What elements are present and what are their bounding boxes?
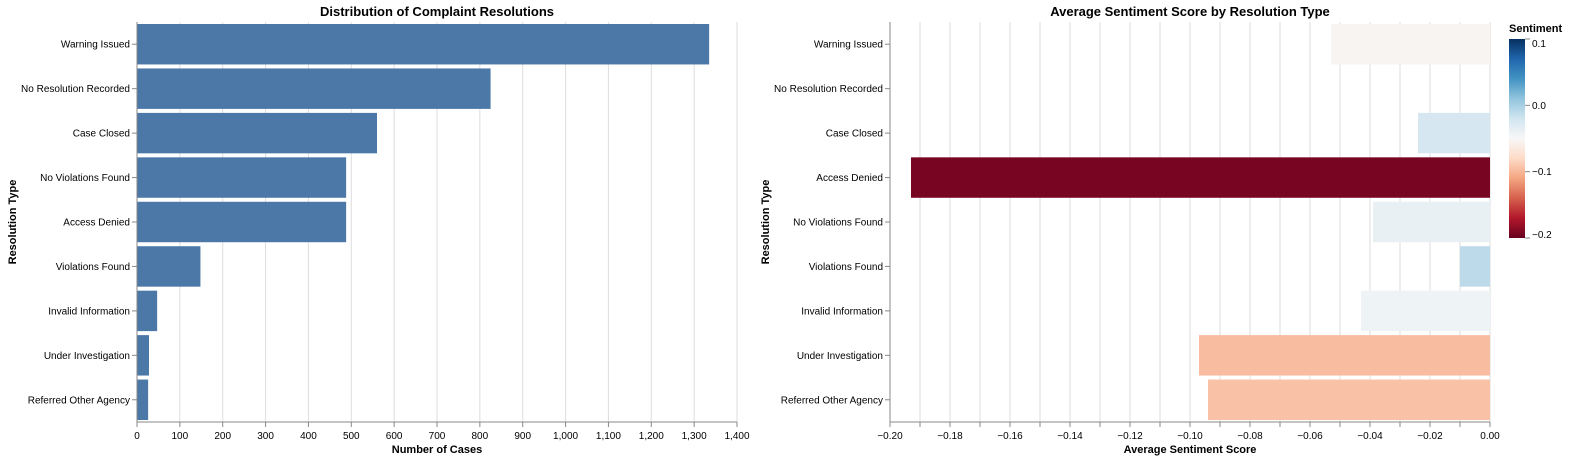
legend-gradient-bar xyxy=(1509,39,1525,238)
legend-tick-label: −0.2 xyxy=(1532,230,1552,241)
right-bar xyxy=(1460,246,1490,287)
right-chart: Average Sentiment Score by Resolution Ty… xyxy=(760,4,1500,456)
left-x-tick-label: 1,200 xyxy=(639,431,664,442)
left-category-label: Invalid Information xyxy=(48,306,130,317)
legend-title: Sentiment xyxy=(1509,23,1563,35)
right-x-tick-label: −0.18 xyxy=(937,431,963,442)
left-x-tick-label: 800 xyxy=(472,431,489,442)
left-x-tick-label: 1,400 xyxy=(724,431,749,442)
legend-ticks: 0.1 0.0 −0.1 −0.2 xyxy=(1525,38,1552,241)
left-bar xyxy=(137,290,158,332)
right-x-axis-title: Average Sentiment Score xyxy=(1124,444,1257,456)
right-x-axis: −0.20 −0.18 −0.16 −0.14 −0.12 −0.10 −0.08 −0.06… xyxy=(877,421,1500,442)
right-bar xyxy=(1208,379,1490,420)
right-y-axis-title: Resolution Type xyxy=(760,180,772,265)
right-category-label: Under Investigation xyxy=(797,351,883,362)
left-x-tick-label: 400 xyxy=(300,431,317,442)
legend-tick-label: 0.1 xyxy=(1532,39,1546,50)
left-y-axis-title: Resolution Type xyxy=(7,180,19,265)
right-y-axis: Warning Issued No Resolution Recorded Case… xyxy=(774,22,891,422)
right-bar xyxy=(1361,290,1490,332)
left-chart-title: Distribution of Complaint Resolutions xyxy=(320,4,554,19)
left-x-tick-label: 0 xyxy=(134,431,140,442)
left-x-tick-label: 600 xyxy=(386,431,403,442)
right-x-tick-label: −0.02 xyxy=(1417,431,1443,442)
sentiment-legend: Sentiment 0.1 0.0 −0.1 −0.2 xyxy=(1509,23,1563,241)
right-bar xyxy=(1373,201,1490,243)
left-x-axis-title: Number of Cases xyxy=(392,444,482,456)
right-x-tick-label: −0.10 xyxy=(1177,431,1203,442)
left-category-label: Referred Other Agency xyxy=(28,395,130,406)
left-bar xyxy=(137,112,377,154)
left-x-axis: 0 100 200 300 400 500 600 700 800 900 1,000 1,100 1,… xyxy=(134,421,750,442)
left-x-tick-label: 300 xyxy=(257,431,274,442)
left-category-label: Warning Issued xyxy=(61,40,130,51)
left-x-tick-label: 900 xyxy=(514,431,531,442)
right-category-label: No Violations Found xyxy=(793,218,883,229)
right-x-tick-label: −0.20 xyxy=(877,431,903,442)
right-category-label: No Resolution Recorded xyxy=(774,84,883,95)
left-category-label: Case Closed xyxy=(73,129,130,140)
left-x-tick-label: 1,000 xyxy=(553,431,578,442)
right-x-tick-label: −0.12 xyxy=(1117,431,1143,442)
left-category-label: Under Investigation xyxy=(44,351,130,362)
left-bar xyxy=(137,335,149,376)
right-category-label: Case Closed xyxy=(826,129,883,140)
left-bar xyxy=(137,24,710,65)
right-bar xyxy=(1331,24,1490,65)
left-bar xyxy=(137,246,201,287)
left-bar xyxy=(137,201,347,243)
left-bar xyxy=(137,379,149,420)
legend-tick-label: 0.0 xyxy=(1532,101,1546,112)
right-category-label: Violations Found xyxy=(809,262,883,273)
right-category-label: Warning Issued xyxy=(814,40,883,51)
right-chart-title: Average Sentiment Score by Resolution Ty… xyxy=(1050,4,1330,19)
left-x-tick-label: 200 xyxy=(214,431,231,442)
legend-tick-label: −0.1 xyxy=(1532,167,1552,178)
left-x-tick-label: 100 xyxy=(172,431,189,442)
right-category-label: Referred Other Agency xyxy=(781,395,883,406)
right-x-tick-label: −0.16 xyxy=(997,431,1023,442)
left-bars xyxy=(137,24,710,420)
left-category-label: No Resolution Recorded xyxy=(21,84,130,95)
left-x-tick-label: 500 xyxy=(343,431,360,442)
left-category-label: No Violations Found xyxy=(40,173,130,184)
right-x-tick-label: −0.04 xyxy=(1357,431,1383,442)
left-chart: Distribution of Complaint Resolutions 0 1… xyxy=(7,4,750,456)
left-y-axis: Warning Issued No Resolution Recorded Case… xyxy=(21,22,138,422)
right-category-label: Access Denied xyxy=(816,173,883,184)
right-x-tick-label: −0.14 xyxy=(1057,431,1083,442)
right-x-tick-label: 0.00 xyxy=(1480,431,1500,442)
left-x-tick-label: 1,300 xyxy=(682,431,707,442)
left-category-label: Access Denied xyxy=(63,218,130,229)
right-category-label: Invalid Information xyxy=(801,306,883,317)
left-bar xyxy=(137,157,347,198)
left-category-label: Violations Found xyxy=(56,262,130,273)
right-bars xyxy=(911,24,1490,420)
right-bar xyxy=(1418,112,1490,154)
right-bar xyxy=(1199,335,1490,376)
right-x-tick-label: −0.06 xyxy=(1297,431,1323,442)
right-x-tick-label: −0.08 xyxy=(1237,431,1263,442)
left-bar xyxy=(137,68,491,109)
left-x-tick-label: 1,100 xyxy=(596,431,621,442)
left-x-tick-label: 700 xyxy=(429,431,446,442)
right-bar xyxy=(911,157,1490,198)
